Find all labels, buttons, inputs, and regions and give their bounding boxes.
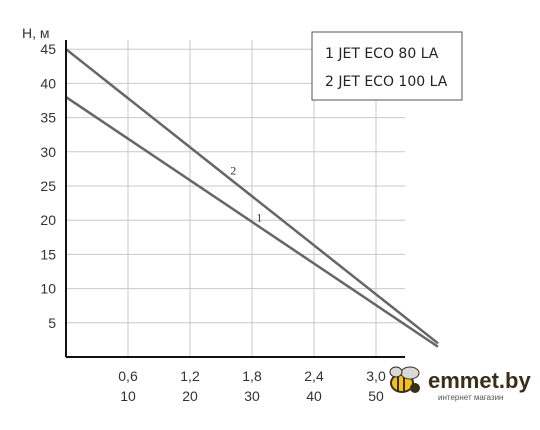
y-tick-label: 10 — [40, 281, 56, 297]
x-tick-label-secondary: 50 — [368, 388, 384, 404]
watermark-brand: emmet.by — [428, 368, 531, 393]
x-tick-label-primary: 1,2 — [180, 368, 200, 384]
watermark-tagline: интернет магазин — [438, 393, 503, 402]
legend-item-1: 1 JET ECO 80 LA — [325, 46, 439, 62]
series-label-1: 1 — [256, 210, 262, 224]
series-labels: 12 — [230, 164, 262, 225]
y-tick-label: 40 — [40, 75, 56, 91]
x-tick-label-primary: 3,0 — [366, 368, 386, 384]
x-tick-label-primary: 1,8 — [242, 368, 262, 384]
series-label-2: 2 — [230, 164, 236, 178]
y-tick-label: 45 — [40, 41, 56, 57]
y-tick-labels: 5 10 15 20 25 30 35 40 45 — [40, 41, 56, 331]
y-tick-label: 30 — [40, 144, 56, 160]
series-line-2 — [65, 48, 439, 345]
axes — [65, 40, 405, 358]
bee-icon — [389, 366, 420, 393]
legend-box — [311, 31, 463, 101]
y-tick-label: 25 — [40, 178, 56, 194]
x-tick-labels-secondary: 10 20 30 40 50 — [120, 388, 384, 404]
x-tick-label-secondary: 10 — [120, 388, 136, 404]
x-tick-label-secondary: 30 — [244, 388, 260, 404]
y-tick-label: 5 — [48, 315, 56, 331]
x-tick-label-secondary: 20 — [182, 388, 198, 404]
legend: 1 JET ECO 80 LA 2 JET ECO 100 LA — [311, 31, 463, 101]
y-tick-label: 15 — [40, 246, 56, 262]
y-tick-label: 35 — [40, 110, 56, 126]
x-tick-label-primary: 0,6 — [118, 368, 138, 384]
series-lines — [65, 48, 439, 348]
watermark: emmet.by интернет магазин — [389, 366, 531, 402]
y-axis-label: H, м — [22, 25, 50, 41]
series-line-1 — [65, 96, 439, 348]
y-tick-label: 20 — [40, 212, 56, 228]
x-tick-label-secondary: 40 — [306, 388, 322, 404]
legend-item-2: 2 JET ECO 100 LA — [325, 74, 448, 90]
x-tick-labels-primary: 0,6 1,2 1,8 2,4 3,0 — [118, 368, 386, 384]
x-tick-label-primary: 2,4 — [304, 368, 324, 384]
